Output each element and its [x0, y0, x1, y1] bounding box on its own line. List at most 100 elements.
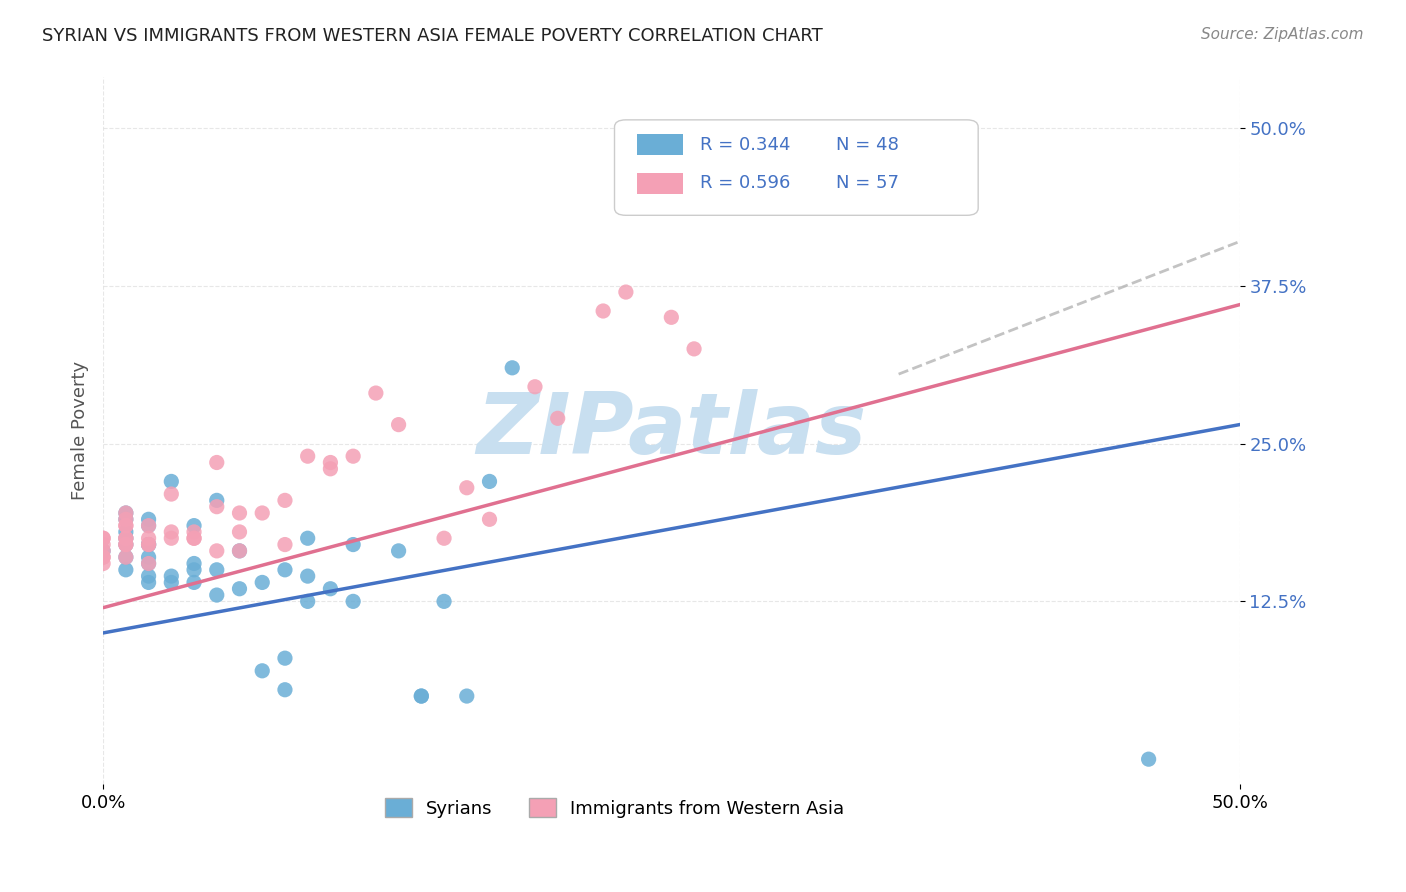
Point: [297, 569, 319, 583]
Point: [728, 178, 751, 192]
Point: [523, 380, 546, 394]
Point: [138, 537, 160, 551]
Point: [91, 544, 114, 558]
Point: [91, 544, 114, 558]
Point: [501, 360, 523, 375]
Point: [91, 557, 114, 571]
Point: [411, 689, 433, 703]
Point: [183, 531, 205, 545]
Point: [342, 537, 364, 551]
Point: [183, 518, 205, 533]
Point: [820, 196, 842, 211]
Point: [91, 537, 114, 551]
FancyBboxPatch shape: [614, 120, 979, 215]
Point: [183, 531, 205, 545]
Point: [138, 518, 160, 533]
Point: [115, 531, 138, 545]
Point: [228, 506, 250, 520]
FancyBboxPatch shape: [637, 134, 683, 155]
Point: [91, 531, 114, 545]
Point: [456, 689, 478, 703]
Point: [115, 518, 138, 533]
Point: [205, 500, 228, 514]
Point: [115, 537, 138, 551]
Point: [138, 531, 160, 545]
Point: [160, 487, 183, 501]
Point: [252, 664, 274, 678]
Point: [274, 537, 297, 551]
Point: [274, 651, 297, 665]
Point: [228, 544, 250, 558]
Point: [387, 544, 409, 558]
Text: R = 0.596: R = 0.596: [700, 175, 790, 193]
Point: [252, 506, 274, 520]
Point: [138, 512, 160, 526]
Point: [205, 563, 228, 577]
Point: [342, 594, 364, 608]
Point: [1137, 752, 1160, 766]
Point: [364, 386, 387, 401]
Point: [478, 512, 501, 526]
Point: [91, 531, 114, 545]
Point: [160, 475, 183, 489]
Text: SYRIAN VS IMMIGRANTS FROM WESTERN ASIA FEMALE POVERTY CORRELATION CHART: SYRIAN VS IMMIGRANTS FROM WESTERN ASIA F…: [42, 27, 823, 45]
Point: [205, 493, 228, 508]
Point: [183, 563, 205, 577]
Point: [115, 506, 138, 520]
Point: [773, 146, 796, 161]
Point: [456, 481, 478, 495]
Point: [228, 524, 250, 539]
Y-axis label: Female Poverty: Female Poverty: [72, 361, 89, 500]
Point: [183, 524, 205, 539]
Point: [160, 531, 183, 545]
Point: [115, 524, 138, 539]
Point: [115, 550, 138, 565]
Point: [614, 285, 637, 299]
Point: [138, 575, 160, 590]
FancyBboxPatch shape: [637, 173, 683, 194]
Point: [115, 506, 138, 520]
Point: [138, 569, 160, 583]
Point: [138, 537, 160, 551]
Point: [274, 563, 297, 577]
Point: [252, 575, 274, 590]
Point: [478, 475, 501, 489]
Point: [887, 171, 910, 186]
Point: [138, 537, 160, 551]
Text: R = 0.344: R = 0.344: [700, 136, 790, 153]
Legend: Syrians, Immigrants from Western Asia: Syrians, Immigrants from Western Asia: [377, 791, 852, 825]
Point: [115, 537, 138, 551]
Point: [115, 512, 138, 526]
Point: [183, 575, 205, 590]
Point: [319, 462, 342, 476]
Point: [115, 531, 138, 545]
Point: [138, 518, 160, 533]
Point: [115, 537, 138, 551]
Point: [297, 531, 319, 545]
Point: [160, 569, 183, 583]
Point: [297, 594, 319, 608]
Point: [138, 537, 160, 551]
Point: [115, 550, 138, 565]
Point: [160, 524, 183, 539]
Point: [547, 411, 569, 425]
Point: [138, 557, 160, 571]
Point: [91, 550, 114, 565]
Point: [659, 310, 682, 325]
Point: [205, 544, 228, 558]
Point: [115, 512, 138, 526]
Point: [433, 531, 456, 545]
Point: [411, 689, 433, 703]
Point: [274, 682, 297, 697]
Text: ZIPatlas: ZIPatlas: [477, 390, 866, 473]
Text: N = 57: N = 57: [837, 175, 898, 193]
Point: [228, 544, 250, 558]
Point: [319, 582, 342, 596]
Point: [592, 304, 614, 318]
Point: [183, 557, 205, 571]
Point: [274, 493, 297, 508]
Point: [297, 449, 319, 463]
Point: [115, 531, 138, 545]
Text: Source: ZipAtlas.com: Source: ZipAtlas.com: [1201, 27, 1364, 42]
Point: [205, 455, 228, 469]
